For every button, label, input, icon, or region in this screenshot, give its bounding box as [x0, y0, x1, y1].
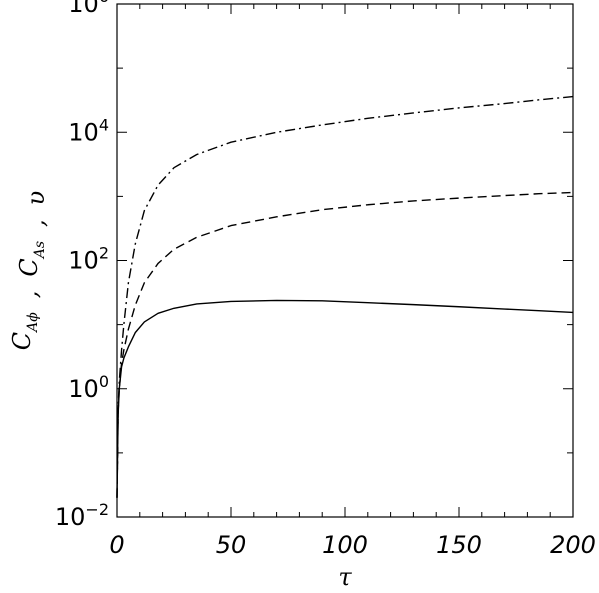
y-axis-title-part: C — [8, 332, 36, 350]
x-axis-label: τ — [338, 563, 352, 591]
x-tick-label: 200 — [550, 531, 596, 559]
x-axis-title: τ — [338, 563, 352, 591]
y-axis-title-part: , — [22, 219, 50, 227]
y-axis-title-part: υ — [22, 191, 50, 206]
y-axis-title-part: , — [15, 291, 43, 299]
y-axis-title-part: C — [15, 258, 43, 276]
y-axis-ticks: 10−2 100 102 104 106 — [55, 0, 573, 531]
y-axis-label: CAϕ,CAs,υ — [8, 191, 50, 351]
series-line-solid — [116, 299, 574, 498]
x-tick-label: 100 — [322, 531, 368, 559]
series-line-dashed — [116, 191, 574, 498]
y-axis-title: CAϕ,CAs,υ — [8, 191, 50, 351]
y-tick-label: 102 — [68, 244, 109, 275]
x-tick-label: 150 — [436, 531, 482, 559]
plot-border — [116, 3, 574, 518]
series-line-dashdot — [116, 95, 574, 498]
x-axis-ticks: 0 50 100 150 200 — [109, 4, 596, 559]
x-tick-label: 0 — [109, 531, 124, 559]
y-tick-label: 10−2 — [55, 500, 109, 531]
series-group — [116, 95, 574, 498]
y-tick-label: 104 — [68, 115, 109, 146]
y-tick-label: 100 — [68, 372, 109, 403]
plot-frame — [116, 3, 574, 518]
y-tick-label: 106 — [68, 0, 109, 18]
x-tick-label: 50 — [216, 531, 247, 559]
